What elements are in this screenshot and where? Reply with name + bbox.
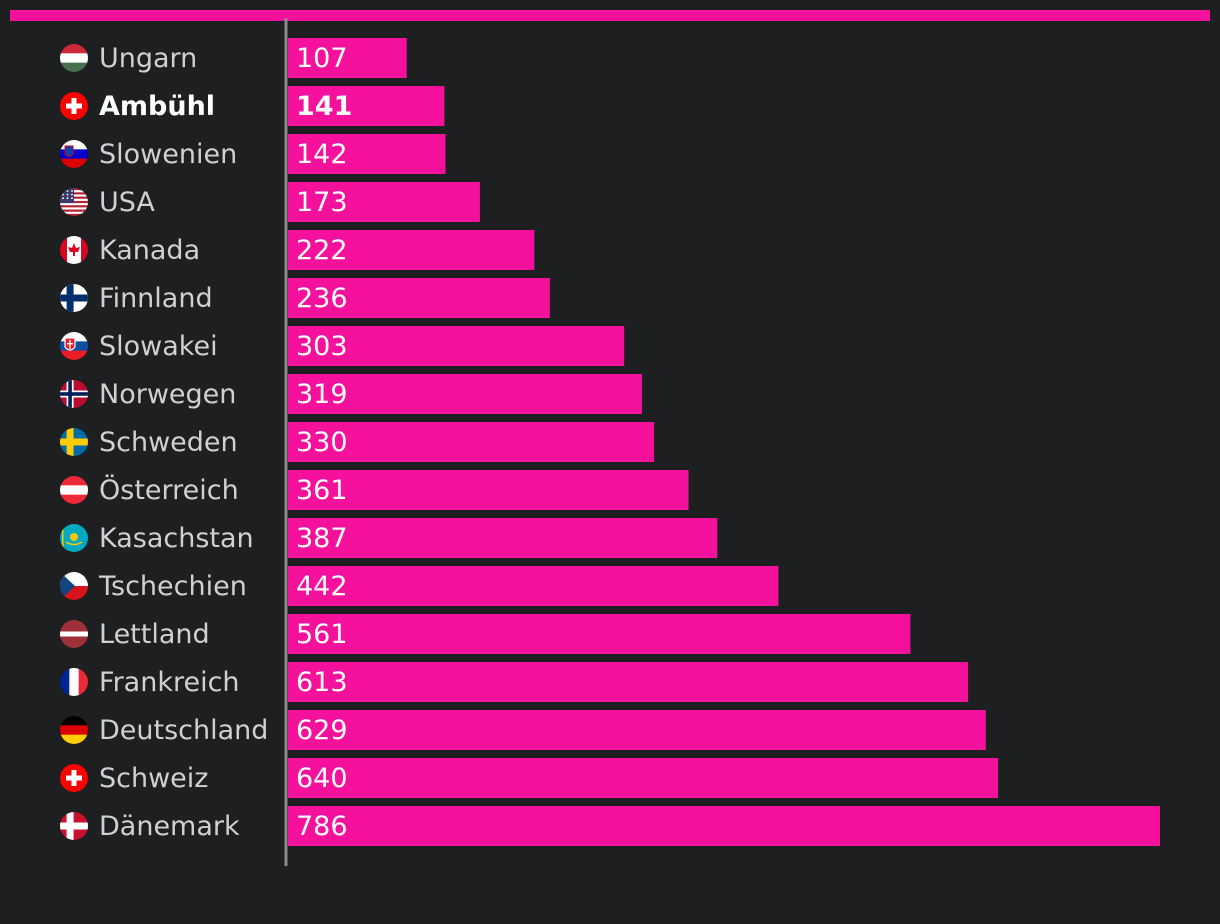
category-label: Norwegen [99, 379, 236, 410]
category-label: Slowenien [99, 139, 237, 170]
switzerland-flag-icon [60, 92, 88, 120]
value-label: 236 [296, 283, 348, 314]
bar-row: Kasachstan 387 [60, 518, 718, 558]
finland-flag-icon [60, 284, 88, 312]
bar [288, 566, 779, 606]
bar-row: Deutschland 629 [60, 710, 986, 750]
kazakhstan-flag-icon [60, 524, 88, 552]
value-label: 173 [296, 187, 348, 218]
category-label: Finnland [99, 283, 213, 314]
bar [288, 758, 998, 798]
bar-row: Schweiz 640 [60, 758, 998, 798]
category-label: Ungarn [99, 43, 197, 74]
value-label: 319 [296, 379, 348, 410]
bar [288, 134, 446, 174]
category-label: Ambühl [99, 91, 215, 122]
usa-flag-icon [60, 188, 88, 216]
bar-row: Dänemark 786 [60, 806, 1160, 846]
bar-row: Frankreich 613 [60, 662, 969, 702]
value-label: 361 [296, 475, 348, 506]
bar [288, 614, 911, 654]
bar [288, 422, 655, 462]
bar-row: Slowenien 142 [60, 134, 446, 174]
switzerland-flag-icon [60, 764, 88, 792]
bar-row: Finnland 236 [60, 278, 550, 318]
bar-row: Slowakei 303 [60, 326, 625, 366]
value-label: 640 [296, 763, 348, 794]
category-label: Dänemark [99, 811, 240, 842]
bar-row: Norwegen 319 [60, 374, 642, 414]
bar-row: Schweden 330 [60, 422, 655, 462]
category-label: Lettland [99, 619, 210, 650]
category-label: Frankreich [99, 667, 240, 698]
slovenia-flag-icon [60, 140, 88, 168]
top-accent-bar [10, 10, 1210, 21]
bar [288, 326, 625, 366]
canada-flag-icon [60, 236, 88, 264]
category-label: Kanada [99, 235, 200, 266]
slovakia-flag-icon [60, 332, 88, 360]
value-label: 561 [296, 619, 348, 650]
bar-row: Ambühl 141 [60, 86, 445, 126]
category-label: Kasachstan [99, 523, 254, 554]
value-label: 222 [296, 235, 348, 266]
bar [288, 518, 718, 558]
latvia-flag-icon [60, 620, 88, 648]
category-label: USA [99, 187, 155, 218]
category-label: Schweden [99, 427, 238, 458]
bar [288, 278, 550, 318]
bar-row: Ungarn 107 [60, 38, 407, 78]
bar-row: Österreich 361 [60, 470, 689, 510]
value-label: 387 [296, 523, 348, 554]
bar [288, 662, 969, 702]
bar-row: Tschechien 442 [60, 566, 779, 606]
bar [288, 470, 689, 510]
value-label: 442 [296, 571, 348, 602]
value-label: 786 [296, 811, 348, 842]
norway-flag-icon [60, 380, 88, 408]
value-label: 629 [296, 715, 348, 746]
category-label: Schweiz [99, 763, 208, 794]
bar [288, 86, 445, 126]
czechia-flag-icon [60, 572, 88, 600]
bar-row: Kanada 222 [60, 230, 535, 270]
austria-flag-icon [60, 476, 88, 504]
denmark-flag-icon [60, 812, 88, 840]
bar-row: Lettland 561 [60, 614, 911, 654]
bar [288, 38, 407, 78]
sweden-flag-icon [60, 428, 88, 456]
category-label: Österreich [99, 474, 239, 506]
bar [288, 374, 642, 414]
bar [288, 182, 480, 222]
bar [288, 806, 1160, 846]
bar-row: USA 173 [60, 182, 480, 222]
france-flag-icon [60, 668, 88, 696]
bar [288, 230, 535, 270]
value-label: 107 [296, 43, 348, 74]
value-label: 330 [296, 427, 348, 458]
bar [288, 710, 986, 750]
category-label: Slowakei [99, 331, 218, 362]
value-label: 303 [296, 331, 348, 362]
category-label: Tschechien [98, 571, 247, 602]
category-label: Deutschland [99, 715, 268, 746]
value-label: 613 [296, 667, 348, 698]
value-label: 141 [296, 91, 352, 122]
germany-flag-icon [60, 716, 88, 744]
value-label: 142 [296, 139, 348, 170]
hungary-flag-icon [60, 44, 88, 72]
